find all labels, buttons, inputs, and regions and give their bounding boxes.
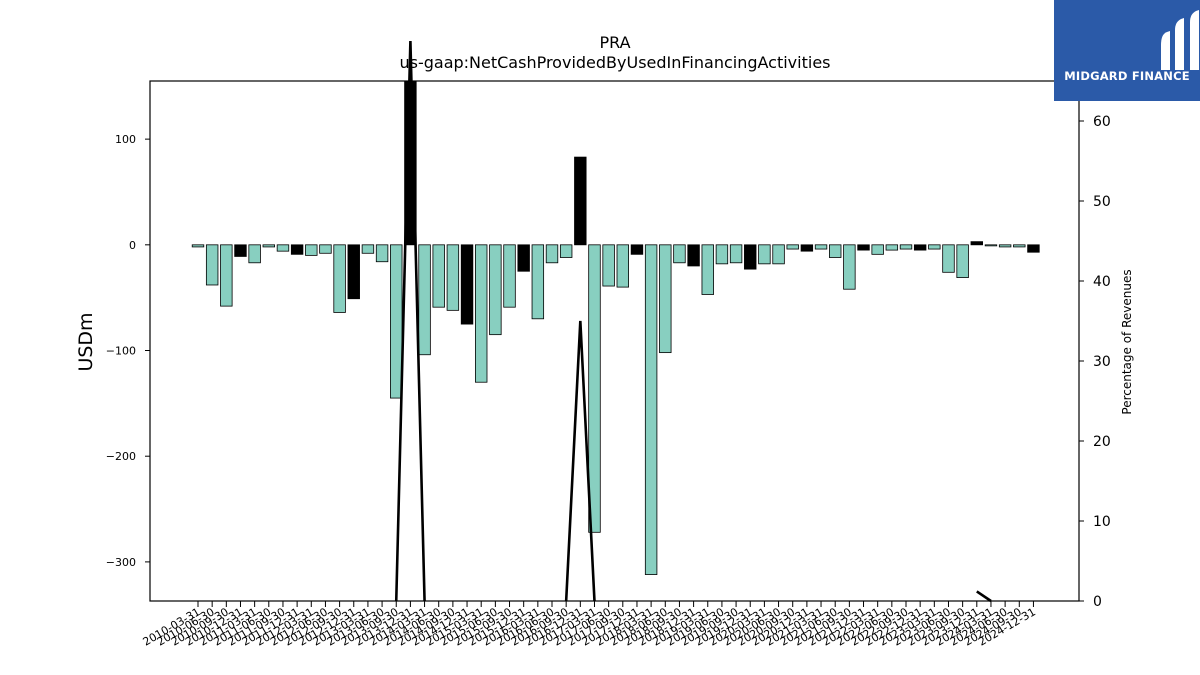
plot-frame	[149, 80, 1080, 602]
bar-2014-09-30	[446, 244, 460, 311]
y2-tick-label: 50	[1093, 194, 1111, 210]
bar-2020-12-31	[800, 244, 814, 252]
bar-2023-06-30	[942, 244, 955, 273]
bar-2021-03-31	[814, 244, 828, 250]
bar-2012-09-30	[333, 244, 346, 313]
bar-2023-12-31	[970, 241, 984, 246]
bar-2015-12-31	[517, 244, 530, 272]
bar-2010-06-30	[205, 244, 219, 286]
bar-2022-03-31	[871, 244, 884, 255]
bar-2013-03-31	[361, 244, 375, 254]
y2-tick-label: 60	[1093, 114, 1111, 130]
bar-2010-09-30	[220, 244, 233, 307]
bar-2013-06-30	[375, 244, 389, 263]
bar-2012-12-31	[347, 244, 360, 300]
bar-2015-06-30	[489, 244, 502, 336]
brand-mark-icon	[1161, 10, 1199, 70]
bar-2020-06-30	[772, 244, 785, 265]
bar-2014-06-30	[432, 244, 445, 308]
chart-title: PRA	[599, 33, 630, 52]
brand-name: MIDGARD FINANCE	[1064, 69, 1190, 83]
y2-tick-label: 10	[1093, 514, 1111, 530]
chart-subtitle: us-gaap:NetCashProvidedByUsedInFinancing…	[399, 53, 830, 72]
bar-2010-12-31	[234, 244, 247, 257]
bar-2017-06-30	[602, 244, 615, 287]
bar-2023-09-30	[956, 244, 969, 278]
bar-2014-03-31	[418, 244, 431, 356]
bar-2019-09-30	[729, 244, 743, 264]
y-ticks: −300 −200 −100 0 100	[106, 133, 150, 569]
bar-2016-12-31	[574, 156, 587, 246]
bar-2022-09-30	[899, 244, 913, 250]
bar-2024-03-31	[984, 244, 998, 247]
bars	[191, 80, 1040, 575]
y-tick-label: 100	[115, 133, 136, 146]
bar-2018-03-31	[644, 244, 658, 575]
bar-2014-12-31	[460, 244, 474, 325]
bar-2017-09-30	[616, 244, 630, 288]
bar-2011-09-30	[276, 244, 290, 252]
y-tick-label: −300	[106, 556, 136, 569]
bar-2018-09-30	[673, 244, 686, 264]
bar-2018-12-31	[687, 244, 700, 267]
bar-2015-03-31	[474, 244, 488, 383]
bar-2021-06-30	[829, 244, 842, 258]
pct-series-line	[394, 40, 426, 602]
bar-2024-09-30	[1013, 244, 1026, 248]
bar-2017-03-31	[588, 244, 601, 533]
y2-tick-label: 40	[1093, 274, 1111, 290]
bar-2023-03-31	[928, 244, 941, 250]
y2-ticks: 0 10 20 30 40 50 60	[1079, 114, 1111, 610]
bar-2021-09-30	[843, 244, 856, 290]
bar-2011-03-31	[248, 244, 261, 264]
y2-tick-label: 30	[1093, 354, 1111, 370]
y-tick-label: −100	[106, 345, 136, 358]
y2-tick-label: 0	[1093, 594, 1102, 610]
bar-2020-09-30	[786, 244, 799, 250]
pct-line	[394, 40, 992, 603]
bar-2017-12-31	[630, 244, 644, 255]
y2-axis-label: Percentage of Revenues	[1120, 269, 1134, 414]
bar-2022-06-30	[885, 244, 899, 251]
bar-2013-09-30	[390, 244, 403, 399]
bar-2019-06-30	[715, 244, 729, 265]
bar-2011-06-30	[262, 244, 276, 248]
bar-2019-03-31	[701, 244, 714, 295]
bar-2016-09-30	[559, 244, 573, 258]
bar-2021-12-31	[857, 244, 870, 251]
bar-2019-12-31	[744, 244, 757, 270]
bar-2016-06-30	[545, 244, 559, 264]
bar-2010-03-31	[191, 244, 205, 248]
bar-2022-12-31	[913, 244, 927, 251]
pct-series-line	[976, 590, 992, 603]
brand-logo: MIDGARD FINANCE	[1054, 0, 1200, 101]
y2-tick-label: 20	[1093, 434, 1111, 450]
bar-2016-03-31	[531, 244, 545, 320]
bar-2020-03-31	[758, 244, 771, 265]
y-tick-label: 0	[129, 239, 136, 252]
y-tick-label: −200	[106, 450, 136, 463]
bar-2012-03-31	[305, 244, 318, 256]
bar-2011-12-31	[290, 244, 304, 255]
bar-2024-12-31	[1027, 244, 1040, 253]
bar-2015-09-30	[503, 244, 516, 308]
y-axis-label: USDm	[75, 312, 97, 371]
bar-2018-06-30	[659, 244, 672, 354]
x-ticks: 2010-03-312010-06-302010-09-302010-12-31…	[141, 601, 1038, 649]
bar-2024-06-30	[998, 244, 1012, 248]
bar-2012-06-30	[319, 244, 332, 254]
pct-series-line	[564, 320, 596, 602]
